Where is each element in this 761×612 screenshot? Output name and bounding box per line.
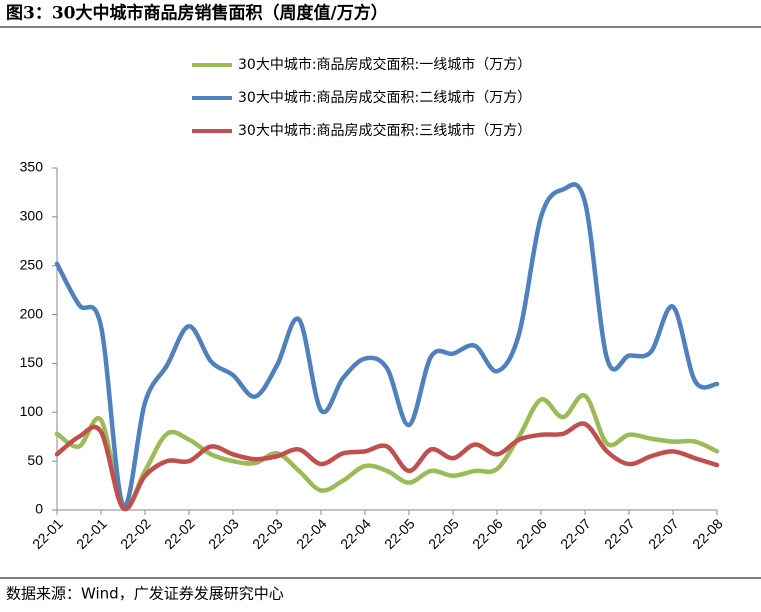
x-tick-label: 22-01 bbox=[73, 515, 110, 552]
legend-label: 30大中城市:商品房成交面积:三线城市（万方） bbox=[238, 122, 531, 139]
y-tick-label: 350 bbox=[20, 159, 44, 175]
y-tick-label: 200 bbox=[20, 305, 44, 321]
x-tick-label: 22-02 bbox=[161, 515, 198, 552]
x-tick-label: 22-02 bbox=[117, 515, 154, 552]
y-tick-label: 100 bbox=[20, 403, 44, 419]
data-line bbox=[54, 421, 720, 512]
x-tick-label: 22-07 bbox=[645, 515, 682, 552]
y-tick-label: 150 bbox=[20, 354, 44, 370]
y-tick-label: 250 bbox=[20, 256, 44, 272]
x-tick-label: 22-03 bbox=[205, 515, 242, 552]
x-tick-label: 22-03 bbox=[249, 515, 286, 552]
source-note: 数据来源：Wind，广发证券发展研究中心 bbox=[6, 585, 284, 603]
chart-title: 图3：30大中城市商品房销售面积（周度值/万方） bbox=[6, 3, 388, 24]
y-tick-label: 0 bbox=[35, 501, 43, 517]
x-tick-label: 22-05 bbox=[381, 515, 418, 552]
x-tick-label: 22-07 bbox=[601, 515, 638, 552]
data-line bbox=[54, 182, 720, 509]
x-tick-label: 22-05 bbox=[425, 515, 462, 552]
x-tick-label: 22-08 bbox=[689, 515, 726, 552]
x-tick-label: 22-04 bbox=[293, 515, 330, 552]
y-tick-label: 50 bbox=[27, 452, 43, 468]
x-tick-label: 22-06 bbox=[469, 515, 506, 552]
x-tick-label: 22-01 bbox=[29, 515, 66, 552]
legend-label: 30大中城市:商品房成交面积:一线城市（万方） bbox=[238, 56, 531, 73]
legend-label: 30大中城市:商品房成交面积:二线城市（万方） bbox=[238, 89, 531, 106]
y-tick-label: 300 bbox=[20, 208, 44, 224]
x-tick-label: 22-07 bbox=[557, 515, 594, 552]
x-tick-label: 22-06 bbox=[513, 515, 550, 552]
data-line bbox=[54, 393, 720, 511]
x-tick-label: 22-04 bbox=[337, 515, 374, 552]
